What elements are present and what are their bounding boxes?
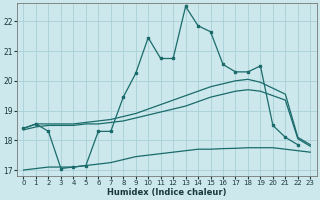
X-axis label: Humidex (Indice chaleur): Humidex (Indice chaleur) xyxy=(107,188,227,197)
